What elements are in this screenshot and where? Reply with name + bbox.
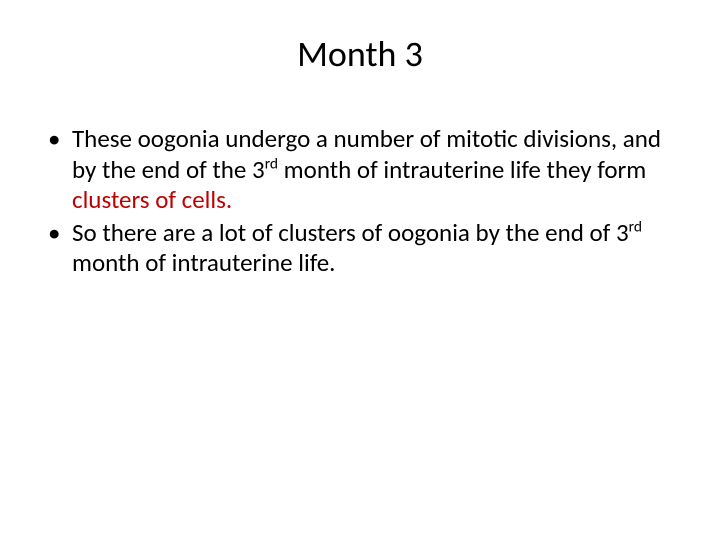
- slide: Month 3 • These oogonia undergo a number…: [0, 0, 720, 540]
- superscript: rd: [629, 217, 642, 236]
- bullet-text-segment: month of intrauterine life they form: [278, 154, 646, 185]
- bullet-item: • So there are a lot of clusters of oogo…: [44, 218, 680, 279]
- bullet-marker-icon: •: [44, 124, 72, 155]
- bullet-text-segment: So there are a lot of clusters of oogoni…: [72, 217, 629, 248]
- bullet-text: These oogonia undergo a number of mitoti…: [72, 124, 680, 216]
- highlight-text: clusters of cells.: [72, 184, 232, 215]
- bullet-text-segment: month of intrauterine life.: [72, 247, 335, 278]
- bullet-marker-icon: •: [44, 218, 72, 249]
- bullet-text: So there are a lot of clusters of oogoni…: [72, 218, 680, 279]
- superscript: rd: [265, 154, 278, 173]
- bullet-item: • These oogonia undergo a number of mito…: [44, 124, 680, 216]
- slide-title: Month 3: [40, 32, 680, 76]
- slide-body: • These oogonia undergo a number of mito…: [40, 124, 680, 279]
